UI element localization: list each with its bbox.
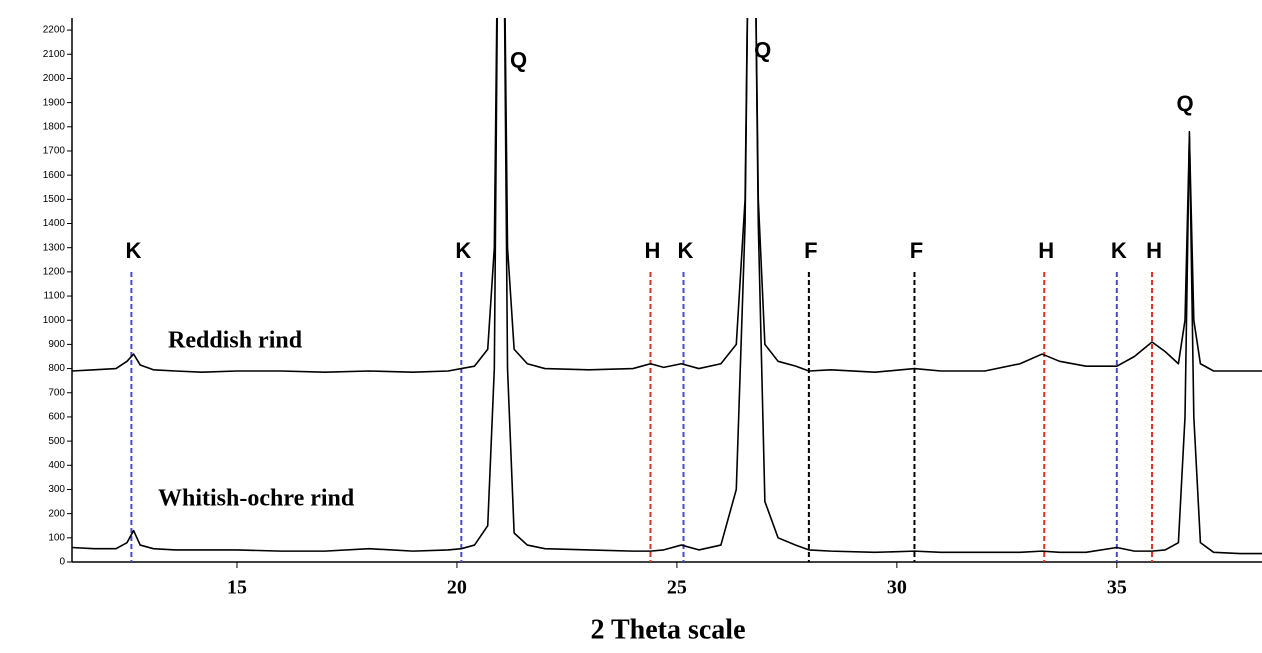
series-label: Whitish-ochre rind (158, 486, 355, 512)
x-tick-label: 15 (227, 577, 247, 599)
y-tick-label: 2200 (43, 25, 66, 36)
reference-label: K (455, 238, 471, 263)
y-tick-label: 1800 (43, 121, 66, 132)
y-tick-label: 1500 (43, 194, 66, 205)
y-tick-label: 100 (48, 532, 65, 543)
y-tick-label: 1600 (43, 170, 66, 181)
y-tick-label: 2000 (43, 73, 66, 84)
y-tick-label: 700 (48, 387, 65, 398)
reference-label: K (1111, 238, 1127, 263)
series-label: Reddish rind (168, 328, 303, 354)
y-tick-label: 2100 (43, 49, 66, 60)
reference-label: F (910, 238, 923, 263)
reference-label: H (1146, 238, 1162, 263)
y-tick-label: 1300 (43, 242, 66, 253)
y-tick-label: 500 (48, 436, 65, 447)
annotation: Q (1176, 91, 1193, 116)
y-tick-label: 1400 (43, 218, 66, 229)
series-line (72, 18, 1262, 555)
y-tick-label: 1000 (43, 315, 66, 326)
x-axis-label: 2 Theta scale (590, 614, 745, 645)
annotation: Q (754, 38, 771, 63)
y-tick-label: 1900 (43, 97, 66, 108)
reference-label: H (1038, 238, 1054, 263)
x-tick-label: 30 (887, 577, 907, 599)
y-tick-label: 300 (48, 484, 65, 495)
x-tick-label: 20 (447, 577, 467, 599)
axes-layer: 0 100 200 300 400 500 600 700 800 900 1000 1100 1200… (43, 18, 1262, 599)
y-tick-label: 900 (48, 339, 65, 350)
y-tick-label: 1200 (43, 267, 66, 278)
annotation: Q (510, 47, 527, 72)
reference-label: H (645, 238, 661, 263)
y-tick-label: 200 (48, 508, 65, 519)
y-tick-label: 1100 (43, 291, 65, 302)
reference-label: K (678, 238, 694, 263)
series-line (72, 18, 1262, 373)
reference-label: F (804, 238, 817, 263)
y-tick-label: 800 (48, 363, 65, 374)
y-tick-label: 600 (48, 412, 65, 423)
x-tick-label: 35 (1107, 577, 1127, 599)
y-tick-label: 1700 (43, 146, 66, 157)
y-tick-label: 0 (59, 557, 65, 568)
reference-label: K (125, 238, 141, 263)
x-tick-label: 25 (667, 577, 687, 599)
y-tick-label: 400 (48, 460, 65, 471)
plot-area (72, 18, 1262, 562)
